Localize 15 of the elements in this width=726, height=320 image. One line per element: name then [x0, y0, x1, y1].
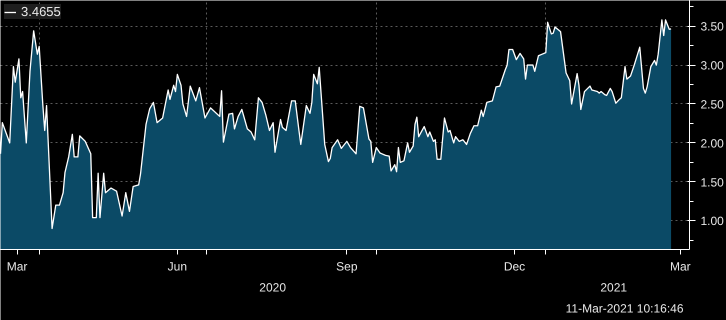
text: 2020: [259, 280, 286, 294]
y-tick-label: 1.00: [700, 214, 724, 228]
x-tick-label: Mar: [6, 260, 28, 274]
x-tick-label: Sep: [336, 260, 358, 274]
y-tick-label: 1.50: [700, 175, 724, 190]
y-tick-label: 3.00: [700, 58, 724, 73]
y-tick-label: 3.50: [700, 20, 724, 34]
x-tick-label: Jun: [168, 260, 188, 274]
legend-label: 3.4655: [21, 4, 61, 19]
x-tick-label: Dec: [504, 260, 526, 274]
y-tick-label: 2.00: [700, 136, 724, 150]
y-tick-label: 2.50: [700, 97, 724, 112]
text: 11-Mar-2021 10:16:46: [566, 302, 684, 316]
x-tick-label: Mar: [670, 260, 691, 274]
text: 2021: [600, 280, 628, 294]
